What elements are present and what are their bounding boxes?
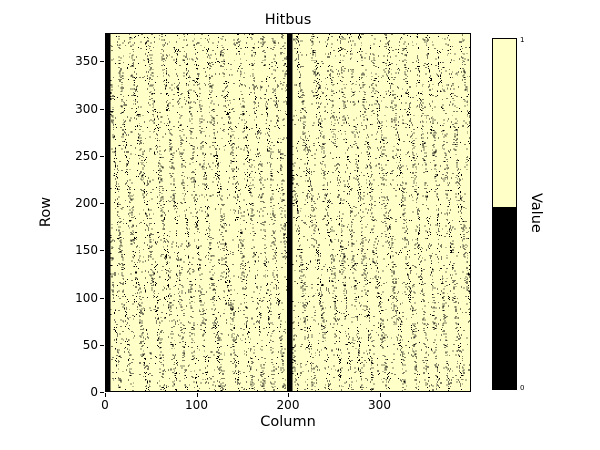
y-tick-mark <box>100 297 104 299</box>
y-tick-mark <box>100 155 104 157</box>
colorbar-low-segment <box>493 207 516 389</box>
y-tick-mark <box>100 108 104 110</box>
x-tick-label: 200 <box>276 398 300 412</box>
x-tick-mark <box>105 393 106 397</box>
y-tick-label: 0 <box>90 385 98 399</box>
colorbar-tick-high: 1 <box>520 36 525 44</box>
y-tick-label: 200 <box>75 196 98 211</box>
colorbar-label: Value <box>528 193 544 233</box>
y-tick-mark <box>100 344 104 346</box>
x-tick-mark <box>379 393 381 397</box>
colorbar <box>492 38 517 390</box>
y-tick-label: 300 <box>75 101 98 116</box>
heatmap-canvas <box>106 34 470 391</box>
y-tick-mark <box>100 61 104 63</box>
x-tick-mark <box>288 393 289 397</box>
x-tick-mark <box>196 393 198 397</box>
y-tick-label: 350 <box>75 54 98 69</box>
y-tick-label: 250 <box>75 148 98 163</box>
y-tick-label: 150 <box>75 243 98 258</box>
chart-title: Hitbus <box>264 12 312 28</box>
y-tick-label: 100 <box>75 290 98 305</box>
y-tick-label: 50 <box>82 337 98 352</box>
colorbar-high-segment <box>493 39 516 207</box>
x-tick-label: 0 <box>101 398 109 412</box>
x-tick-label: 100 <box>185 398 208 412</box>
x-tick-label: 300 <box>368 398 391 412</box>
y-tick-mark <box>100 392 104 393</box>
y-axis-label: Row <box>38 196 54 228</box>
x-axis-label: Column <box>260 414 316 430</box>
y-tick-mark <box>100 250 104 252</box>
colorbar-tick-low: 0 <box>520 384 525 392</box>
plot-area <box>105 33 471 392</box>
y-tick-mark <box>100 203 104 205</box>
